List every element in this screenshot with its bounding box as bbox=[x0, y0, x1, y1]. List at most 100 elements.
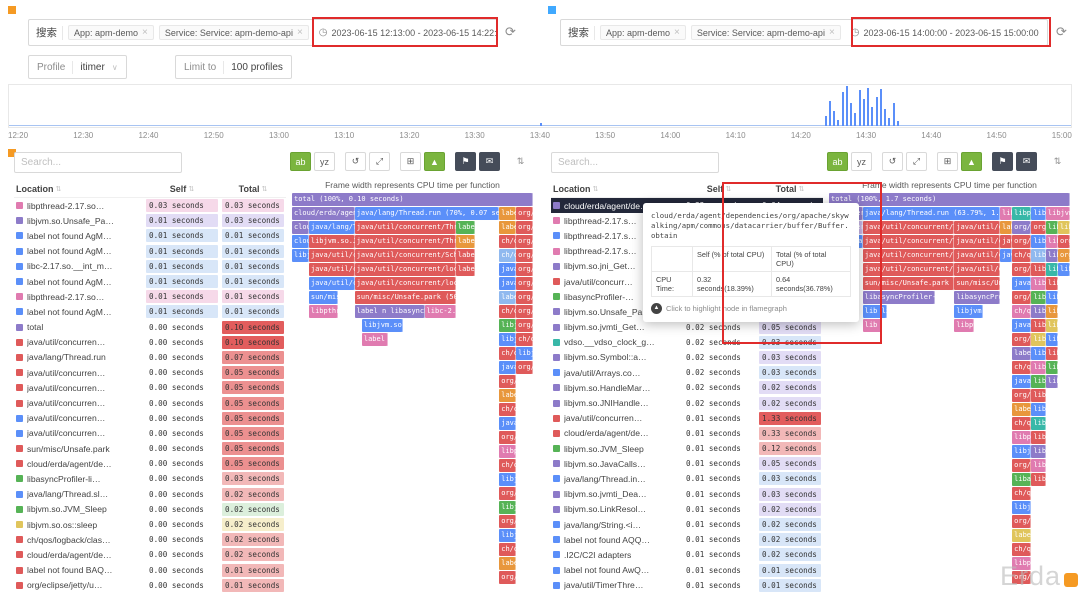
filter-tag[interactable]: Service: Service: apm-demo-api × bbox=[690, 25, 841, 40]
table-row[interactable]: java/util/concurren… 0.00 seconds 0.05 sec… bbox=[14, 395, 286, 410]
flame-node[interactable]: ch/qo bbox=[1012, 249, 1032, 262]
flame-node[interactable]: lib bbox=[1057, 263, 1070, 276]
flame-node[interactable]: ch/qos/ bbox=[499, 543, 517, 556]
compare-yz-button[interactable]: yz bbox=[851, 152, 872, 171]
table-row[interactable]: vdso.__vdso_clock_g… 0.02 seconds 0.03 sec… bbox=[551, 335, 823, 350]
flame-node[interactable]: libjvm bbox=[499, 473, 517, 486]
flame-node[interactable]: lib bbox=[1031, 445, 1046, 458]
flame-node[interactable]: sun/misc/Unsafe.park bbox=[954, 277, 1001, 290]
flame-node[interactable]: cloud/erda/agent/depen bbox=[292, 207, 355, 220]
flame-node[interactable]: label n libasyncProfiler-linux libc-2 bbox=[354, 305, 425, 318]
column-self[interactable]: Self ⇅ bbox=[144, 184, 220, 194]
table-row[interactable]: label not found AgM… 0.01 seconds 0.01 sec… bbox=[14, 274, 286, 289]
flame-node[interactable]: label n bbox=[455, 221, 476, 234]
flame-node[interactable]: lib bbox=[1031, 389, 1046, 402]
flame-node[interactable]: org/e bbox=[1012, 291, 1032, 304]
flame-node[interactable]: org bbox=[1031, 221, 1046, 234]
flame-node[interactable]: label n bbox=[499, 557, 517, 570]
table-row[interactable]: java/util/concurr… bbox=[551, 274, 823, 289]
flame-node[interactable]: lib bbox=[1031, 417, 1046, 430]
flame-node[interactable]: label n libpthr bbox=[361, 333, 389, 346]
table-row[interactable]: libpthread-2.17.so… 0.01 seconds 0.01 seco… bbox=[14, 289, 286, 304]
flame-node[interactable]: org/ecl bbox=[516, 235, 533, 248]
table-row[interactable]: java/util/concurren… 0.00 seconds 0.05 sec… bbox=[14, 426, 286, 441]
flame-node[interactable]: total (100%, 1.7 seconds) bbox=[829, 193, 1070, 206]
flame-node[interactable]: libjvm bbox=[499, 529, 517, 542]
table-row[interactable]: ch/qos/logback/clas… 0.00 seconds 0.02 sec… bbox=[14, 532, 286, 547]
flame-node[interactable]: lib bbox=[1031, 305, 1046, 318]
table-row[interactable]: java/util/concurren… 0.00 seconds 0.05 sec… bbox=[14, 380, 286, 395]
table-row[interactable]: cloud/erda/agent/de… 0.01 seconds 0.33 sec… bbox=[551, 426, 823, 441]
left-search-input[interactable] bbox=[14, 152, 182, 173]
table-row[interactable]: libjvm.so.jvmti_Get… 0.02 seconds 0.05 sec… bbox=[551, 320, 823, 335]
flame-node[interactable]: ch/qos/ bbox=[499, 403, 517, 416]
flame-node[interactable]: lib bbox=[1045, 361, 1058, 374]
flame-node[interactable]: cloud/e bbox=[292, 235, 309, 248]
column-location[interactable]: Location ⇅ bbox=[551, 184, 681, 194]
flame-node[interactable]: ch/qo bbox=[1012, 305, 1032, 318]
flame-node[interactable]: org/e bbox=[1012, 235, 1032, 248]
table-row[interactable]: libjvm.so.Unsafe_Pa… 0.01 seconds 0.03 sec… bbox=[14, 213, 286, 228]
flame-node[interactable]: label n bbox=[455, 263, 476, 276]
right-time-range-picker[interactable]: ◷ 2023-06-15 14:00:00 - 2023-06-15 15:00… bbox=[851, 27, 1039, 38]
flame-node[interactable]: lib bbox=[1045, 347, 1058, 360]
flame-node[interactable]: libjav bbox=[499, 319, 517, 332]
flame-node[interactable]: java/util/concurrent/locks/ bbox=[954, 249, 1001, 262]
flame-node[interactable]: java/lang/Thre bbox=[308, 221, 355, 234]
flame-node[interactable]: libjvm bbox=[1045, 207, 1070, 220]
flame-node[interactable]: java/util/concurrent/lock bbox=[954, 263, 1001, 276]
flame-node[interactable]: label n bbox=[499, 389, 517, 402]
export-button[interactable]: ✉ bbox=[479, 152, 500, 171]
flame-node[interactable]: lib bbox=[1045, 375, 1058, 388]
tag-close-icon[interactable]: × bbox=[142, 27, 148, 38]
flame-node[interactable]: lib bbox=[1031, 319, 1046, 332]
column-self[interactable]: Self ⇅ bbox=[681, 184, 757, 194]
flame-node[interactable]: label bbox=[1012, 347, 1032, 360]
flame-node[interactable]: org/ecl bbox=[499, 431, 517, 444]
export-button[interactable]: ✉ bbox=[1016, 152, 1037, 171]
flame-node[interactable]: lib bbox=[1045, 235, 1058, 248]
flame-node[interactable]: lib bbox=[1031, 347, 1046, 360]
flame-node[interactable]: ch/qos/ bbox=[499, 459, 517, 472]
table-row[interactable]: libjvm.so.LinkResol… 0.01 seconds 0.02 sec… bbox=[551, 502, 823, 517]
flame-node[interactable]: org/ecl bbox=[516, 263, 533, 276]
flame-node[interactable]: libjvm.so.JVM_ bbox=[308, 235, 355, 248]
flame-node[interactable]: jav bbox=[1000, 249, 1013, 262]
flame-node[interactable]: lib bbox=[1031, 473, 1046, 486]
flame-node[interactable]: lib bbox=[1031, 333, 1046, 346]
flame-node[interactable]: libjvm.s bbox=[292, 249, 309, 262]
flame-node[interactable]: libpt bbox=[1012, 431, 1032, 444]
table-row[interactable]: libjvm.so.JNIHandle… 0.02 seconds 0.02 sec… bbox=[551, 395, 823, 410]
flame-node[interactable]: org/e bbox=[1012, 221, 1032, 234]
table-row[interactable]: libjvm.so.JVM_Sleep 0.01 seconds 0.12 seco… bbox=[551, 441, 823, 456]
table-view-button[interactable]: ⊞ bbox=[937, 152, 958, 171]
table-row[interactable]: libjvm.so.Symbol::a… 0.02 seconds 0.03 sec… bbox=[551, 350, 823, 365]
flame-node[interactable]: cloud/e bbox=[292, 221, 309, 234]
flame-node[interactable]: java/ bbox=[1012, 319, 1032, 332]
flame-node[interactable]: org/e bbox=[1012, 459, 1032, 472]
table-row[interactable]: java/util/TimerThre… 0.01 seconds 0.01 sec… bbox=[551, 578, 823, 593]
table-row[interactable]: java/lang/String.<i… 0.01 seconds 0.02 sec… bbox=[551, 517, 823, 532]
right-refresh-button[interactable]: ⟳ bbox=[1056, 24, 1067, 39]
flame-node[interactable]: sun/misc/U bbox=[308, 291, 338, 304]
flame-node[interactable]: java/io bbox=[499, 277, 517, 290]
table-row[interactable]: libjvm.so.JVM_Sleep 0.00 seconds 0.02 seco… bbox=[14, 502, 286, 517]
flame-node[interactable]: java/lang/Thread.run (70%, 0.07 seconds) bbox=[354, 207, 500, 220]
flame-node[interactable]: org/ecl bbox=[516, 277, 533, 290]
flame-node[interactable]: lib bbox=[1031, 235, 1046, 248]
flame-node[interactable]: org/ecl bbox=[499, 515, 517, 528]
table-row[interactable]: java/lang/Thread.sl… 0.00 seconds 0.02 sec… bbox=[14, 487, 286, 502]
flame-node[interactable]: lib bbox=[1031, 375, 1046, 388]
flame-node[interactable]: java/util/conc bbox=[308, 249, 355, 262]
profile-select-value[interactable]: itimer bbox=[80, 61, 105, 73]
flame-node[interactable]: lib bbox=[1045, 263, 1058, 276]
flame-node[interactable]: sun/misc/Unsafe.park (50%, 0.05 secon bbox=[354, 291, 456, 304]
flame-node[interactable]: lib bbox=[1031, 277, 1046, 290]
limit-select-value[interactable]: 100 profiles bbox=[231, 61, 283, 73]
table-row[interactable]: cloud/erda/agent/de… 0.00 seconds 0.05 sec… bbox=[14, 456, 286, 471]
table-row[interactable]: java/util/concurren… 0.00 seconds 0.10 sec… bbox=[14, 335, 286, 350]
flame-node[interactable]: ch/qos/ bbox=[499, 305, 517, 318]
table-row[interactable]: label not found BAQ… 0.00 seconds 0.01 sec… bbox=[14, 563, 286, 578]
left-time-range-picker[interactable]: ◷ 2023-06-15 12:13:00 - 2023-06-15 14:22… bbox=[319, 27, 497, 38]
filter-tag[interactable]: Service: Service: apm-demo-api × bbox=[158, 25, 309, 40]
